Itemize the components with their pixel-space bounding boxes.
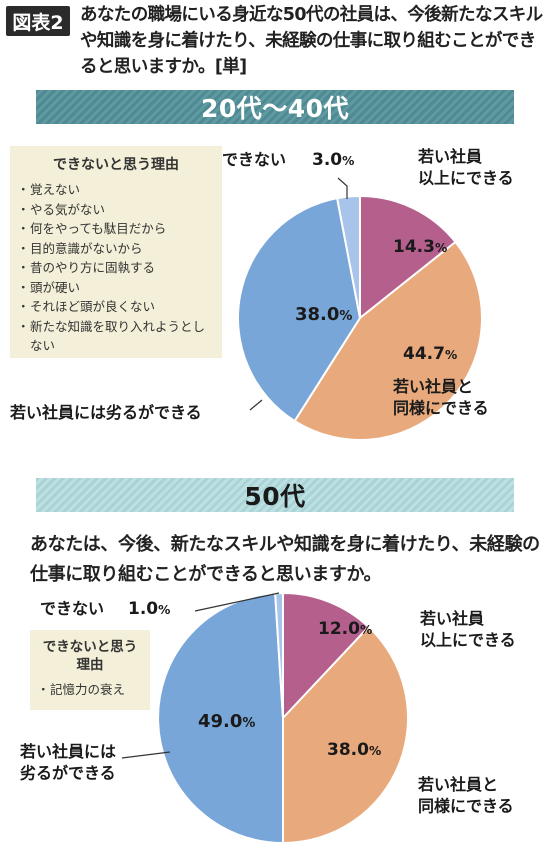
reasons-box-20s-40s: できないと思う理由 覚えない やる気がない 何をやっても駄目だから 目的意識がな… [10, 146, 222, 358]
leader-line-inferior [121, 751, 171, 759]
callout-cannot: できない [222, 150, 286, 169]
reasons-title: できないと思う理由 [53, 157, 179, 173]
leader-line-cannot [337, 177, 348, 199]
leader-line-cannot [194, 592, 280, 612]
slice-inferior [157, 592, 284, 845]
callout-same: 若い社員と同様にできる [392, 377, 489, 418]
slice-above [359, 194, 457, 321]
slice-above [282, 591, 370, 721]
pie-chart-20s-40s: 14.3% 44.7% 38.0% できない 3.0% 若い社員以上にできる若い社員と同様… [9, 147, 514, 441]
slice-cannot [335, 194, 361, 319]
data-label-above: 14.3% [393, 237, 447, 257]
section-band-50s: 50代 [36, 478, 514, 512]
callout-same: 若い社員と同様にできる [417, 775, 514, 816]
callout-above: 若い社員以上にできる [419, 609, 516, 650]
reasons-list: 覚えない やる気がない 何をやっても駄目だから 目的意識がないから 昔のやり方に… [17, 180, 212, 356]
reason-item: それほど頭が良くない [17, 297, 212, 317]
data-label-cannot: 1.0% [128, 599, 170, 619]
reason-item: 目的意識がないから [17, 239, 212, 259]
slice-same [282, 625, 409, 845]
callout-inferior: 若い社員には劣るができる [19, 742, 116, 783]
data-label-same: 38.0% [327, 740, 381, 760]
slice-inferior [237, 196, 362, 423]
figure-tag: 図表2 [6, 6, 70, 36]
reason-item: 何をやっても駄目だから [17, 219, 212, 239]
reasons-list: 記憶力の衰え [37, 680, 140, 700]
slice-same [293, 240, 483, 441]
callout-inferior: 若い社員には劣るができる [9, 403, 202, 422]
reason-item: 頭が硬い [17, 278, 212, 298]
reason-item: 新たな知識を取り入れようとしない [17, 317, 212, 356]
callout-cannot: できない [40, 599, 104, 618]
data-label-cannot: 3.0% [312, 150, 354, 170]
reason-item: 昔のやり方に固執する [17, 258, 212, 278]
data-label-inferior: 38.0% [295, 304, 352, 325]
reason-item: 覚えない [17, 180, 212, 200]
callout-above: 若い社員以上にできる [417, 147, 514, 188]
pie-chart-50s: 12.0% 38.0% 49.0% できない 1.0% 若い社員以上にできる若い社員と同様… [19, 591, 516, 845]
reasons-box-50s: できないと思う理由 記憶力の衰え [30, 630, 150, 710]
reason-item: やる気がない [17, 200, 212, 220]
data-label-above: 12.0% [318, 619, 372, 639]
data-label-same: 44.7% [403, 344, 457, 364]
data-label-inferior: 49.0% [198, 711, 255, 732]
reasons-title: できないと思う理由 [42, 639, 138, 673]
leader-line-inferior [249, 399, 263, 411]
survey-question: あなたの職場にいる身近な50代の社員は、今後新たなスキルや知識を身に着けたり、未… [80, 5, 543, 77]
reason-item: 記憶力の衰え [37, 680, 140, 700]
survey-question-50s: あなたは、今後、新たなスキルや知識を身に着けたり、未経験の仕事に取り組むことがで… [30, 534, 540, 585]
section-band-20s-40s: 20代〜40代 [36, 90, 514, 124]
